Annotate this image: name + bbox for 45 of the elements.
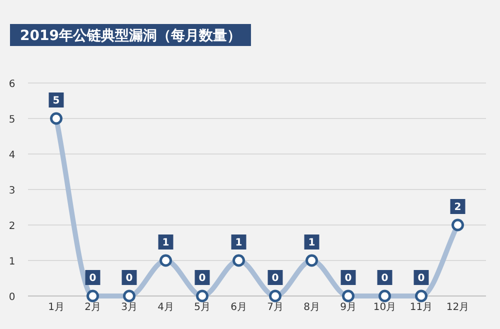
data-label: 0 — [89, 273, 96, 284]
y-tick-label: 6 — [8, 79, 16, 90]
data-label: 0 — [344, 273, 352, 284]
data-label: 0 — [377, 270, 392, 285]
y-tick-label: 2 — [8, 221, 16, 232]
x-tick-label: 10月 — [373, 302, 396, 313]
data-label: 0 — [340, 270, 356, 285]
data-label: 1 — [231, 234, 246, 250]
data-label: 0 — [122, 270, 137, 285]
title: 2019年公链典型漏洞（每月数量） — [10, 24, 251, 46]
data-label: 0 — [414, 270, 429, 285]
y-tick-label: 0 — [8, 292, 16, 303]
x-tick-label: 12月 — [446, 302, 470, 313]
data-label: 0 — [272, 273, 279, 284]
data-label: 1 — [235, 238, 242, 248]
y-tick-label: 3 — [8, 186, 16, 196]
x-tick-label: 9月 — [340, 302, 356, 313]
data-label: 1 — [304, 234, 320, 250]
x-tick-label: 11月 — [410, 302, 433, 313]
data-label: 5 — [52, 96, 60, 106]
x-tick-label: 6月 — [230, 302, 247, 313]
data-label: 1 — [308, 238, 316, 248]
x-tick-label: 2月 — [84, 302, 101, 313]
y-tick-label: 5 — [8, 114, 16, 126]
x-tick-label: 8月 — [304, 302, 320, 313]
data-label: 5 — [48, 92, 64, 108]
data-label: 0 — [198, 273, 206, 284]
x-tick-label: 4月 — [158, 302, 174, 313]
x-tick-label: 7月 — [267, 302, 284, 313]
y-tick-label: 4 — [8, 150, 16, 161]
chart-title: 2019年公链典型漏洞（每月数量） — [20, 28, 241, 44]
x-tick-label: 5月 — [194, 302, 210, 313]
data-label: 0 — [381, 273, 388, 284]
data-label: 2 — [454, 202, 462, 213]
x-tick-label: 3月 — [121, 302, 138, 313]
data-label: 1 — [162, 238, 170, 248]
data-label: 0 — [268, 270, 283, 285]
data-label: 0 — [194, 270, 210, 285]
y-tick-label: 1 — [8, 256, 16, 268]
x-tick-label: 1月 — [48, 302, 64, 313]
data-label: 1 — [158, 234, 174, 250]
data-label: 0 — [126, 273, 133, 284]
data-label: 2 — [450, 199, 466, 214]
data-label: 0 — [418, 273, 425, 284]
data-label: 0 — [85, 270, 100, 285]
